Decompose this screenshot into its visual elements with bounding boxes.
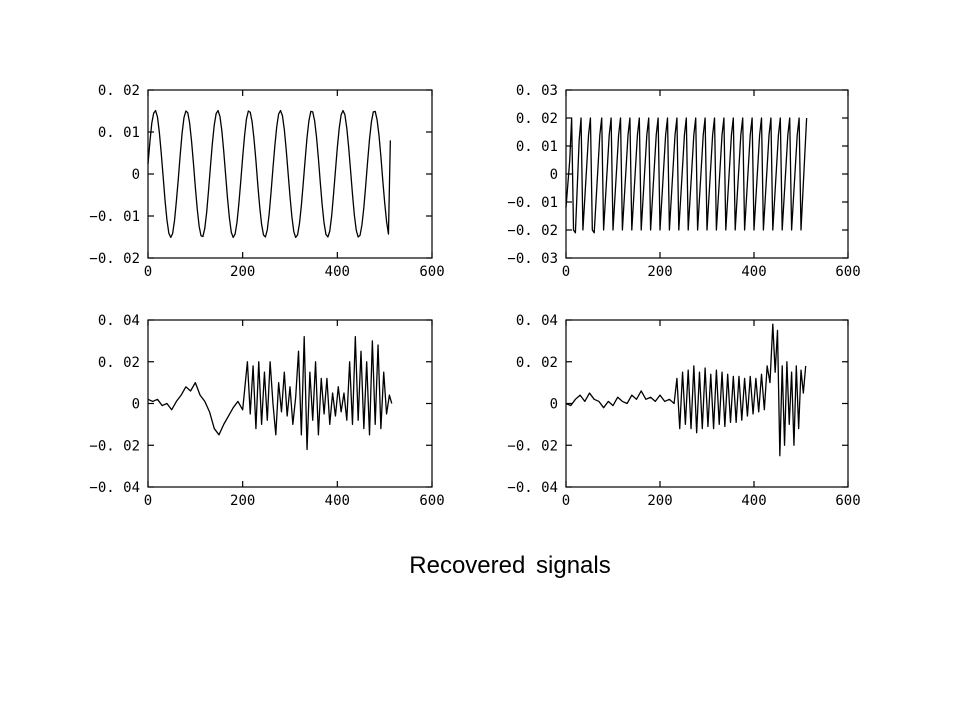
x-tick-label: 200 — [647, 493, 672, 509]
signal-line-2 — [565, 117, 808, 234]
y-tick-label: 0. 04 — [98, 313, 140, 329]
x-tick-label: 400 — [741, 493, 766, 509]
x-tick-label: 0 — [562, 493, 570, 509]
signal-panel-1: 0. 020. 010−0. 01−0. 020 200 400 600 — [89, 83, 444, 280]
signal-panel-3: 0. 040. 020−0. 02−0. 040 200 400 600 — [89, 313, 444, 509]
y-tick-label: −0. 02 — [507, 438, 558, 454]
y-tick-label: 0. 04 — [516, 313, 558, 329]
plot-frame — [565, 89, 849, 259]
y-tick-label: 0. 01 — [516, 139, 558, 155]
y-tick-label: −0. 02 — [89, 251, 140, 267]
x-tick-label: 600 — [835, 264, 860, 280]
y-tick-label: −0. 04 — [507, 480, 558, 496]
signal-line-4 — [565, 323, 807, 457]
y-tick-label: −0. 03 — [507, 251, 558, 267]
y-tick-label: −0. 02 — [89, 438, 140, 454]
y-tick-label: 0 — [132, 397, 140, 413]
figure-caption: Recovered signals — [409, 552, 611, 579]
signal-line-3 — [147, 336, 393, 451]
y-tick-label: 0. 02 — [98, 83, 140, 99]
y-tick-label: 0 — [132, 167, 140, 183]
x-tick-label: 0 — [144, 264, 152, 280]
x-tick-label: 0 — [144, 493, 152, 509]
y-tick-label: 0. 01 — [98, 125, 140, 141]
signal-panel-4: 0. 040. 020−0. 02−0. 040 200 400 600 — [507, 313, 860, 509]
y-tick-label: −0. 01 — [507, 195, 558, 211]
x-tick-label: 600 — [835, 493, 860, 509]
y-tick-label: −0. 01 — [89, 209, 140, 225]
y-tick-label: 0. 02 — [516, 355, 558, 371]
plot-frame — [147, 319, 433, 488]
x-tick-label: 400 — [325, 264, 350, 280]
y-tick-label: 0 — [550, 397, 558, 413]
x-tick-label: 400 — [741, 264, 766, 280]
signal-panel-2: 0. 030. 020. 010−0. 01−0. 02−0. 030 200 40… — [507, 83, 860, 280]
y-tick-label: 0. 03 — [516, 83, 558, 99]
y-tick-label: 0 — [550, 167, 558, 183]
x-tick-label: 0 — [562, 264, 570, 280]
y-tick-label: −0. 02 — [507, 223, 558, 239]
x-tick-label: 600 — [419, 493, 444, 509]
y-tick-label: 0. 02 — [98, 355, 140, 371]
signal-line-1 — [147, 109, 391, 239]
x-tick-label: 200 — [647, 264, 672, 280]
x-tick-label: 600 — [419, 264, 444, 280]
y-tick-label: −0. 04 — [89, 480, 140, 496]
y-tick-label: 0. 02 — [516, 111, 558, 127]
x-tick-label: 200 — [230, 264, 255, 280]
x-tick-label: 400 — [325, 493, 350, 509]
x-tick-label: 200 — [230, 493, 255, 509]
